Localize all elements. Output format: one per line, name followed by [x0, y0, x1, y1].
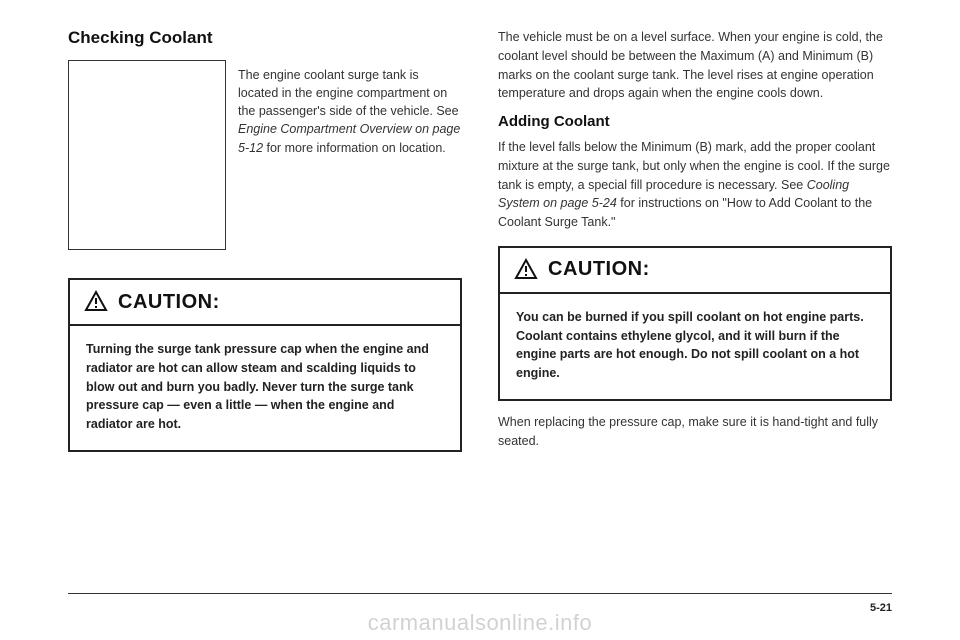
page-number: 5-21	[870, 602, 892, 614]
section-title-checking-coolant: Checking Coolant	[68, 28, 462, 48]
para-pressure-cap: When replacing the pressure cap, make su…	[498, 413, 892, 451]
caution-label-right: CAUTION:	[548, 258, 650, 281]
coolant-tank-diagram	[68, 60, 226, 250]
caution-header-right: CAUTION:	[500, 248, 890, 294]
caution-box-left: CAUTION: Turning the surge tank pressure…	[68, 278, 462, 452]
side-text-part1: The engine coolant surge tank is located…	[238, 68, 459, 118]
para-level-surface: The vehicle must be on a level surface. …	[498, 28, 892, 103]
image-text-row: The engine coolant surge tank is located…	[68, 60, 462, 250]
warning-triangle-icon	[84, 290, 108, 314]
left-column: Checking Coolant The engine coolant surg…	[68, 28, 462, 464]
right-column: The vehicle must be on a level surface. …	[498, 28, 892, 464]
caution-box-right: CAUTION: You can be burned if you spill …	[498, 246, 892, 401]
side-text: The engine coolant surge tank is located…	[238, 60, 462, 250]
two-column-layout: Checking Coolant The engine coolant surg…	[68, 28, 892, 464]
subtitle-adding-coolant: Adding Coolant	[498, 113, 892, 130]
caution-header: CAUTION:	[70, 280, 460, 326]
caution-body-left: Turning the surge tank pressure cap when…	[70, 326, 460, 450]
watermark-text: carmanualsonline.info	[368, 610, 593, 636]
caution-body-right: You can be burned if you spill coolant o…	[500, 294, 890, 399]
side-text-part2: for more information on location.	[263, 141, 446, 155]
footer-rule	[68, 593, 892, 594]
caution-label: CAUTION:	[118, 291, 220, 314]
warning-triangle-icon	[514, 258, 538, 282]
para-adding-coolant: If the level falls below the Minimum (B)…	[498, 138, 892, 232]
manual-page: Checking Coolant The engine coolant surg…	[0, 0, 960, 640]
